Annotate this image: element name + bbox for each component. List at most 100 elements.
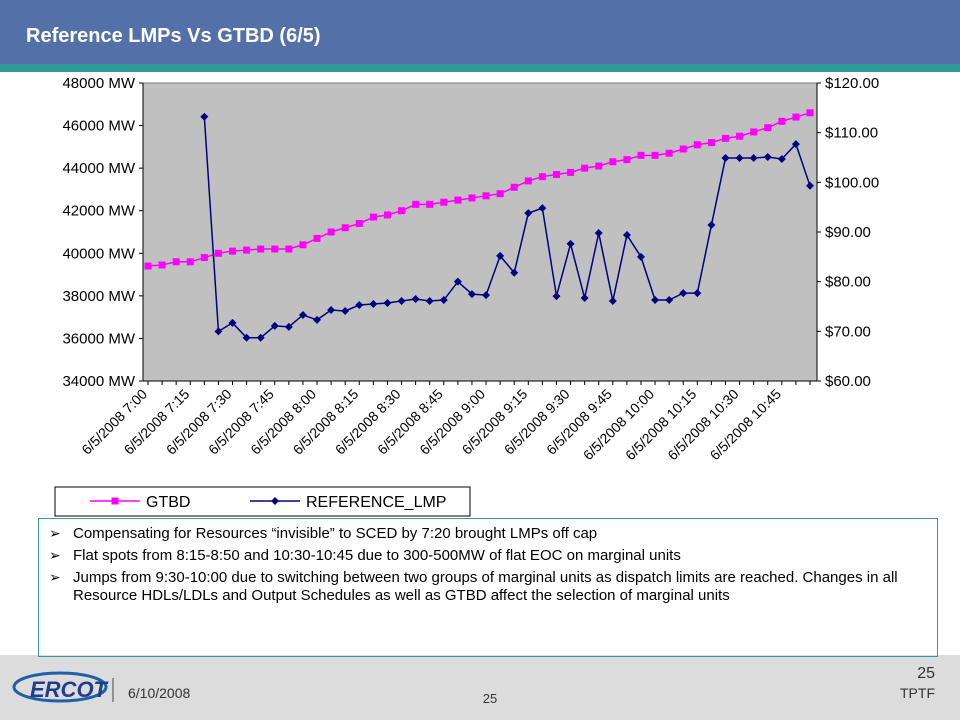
lmp-point — [397, 297, 406, 306]
lmp-point — [242, 333, 251, 342]
gtbd-point — [665, 149, 673, 157]
gtbd-point — [243, 246, 251, 254]
gtbd-point — [524, 177, 532, 185]
footer-page: 25 — [917, 665, 935, 682]
lmp-point — [636, 252, 645, 261]
gtbd-point — [806, 109, 814, 117]
y-tick-label: 34000 MW — [62, 373, 135, 390]
gtbd-point — [383, 211, 391, 219]
note: Compensating for Resources “invisible” t… — [49, 525, 929, 543]
gtbd-point — [313, 234, 321, 242]
gtbd-point — [172, 258, 180, 266]
gtbd-point — [778, 117, 786, 125]
y-tick-label: 46000 MW — [62, 118, 135, 135]
lmp-point — [510, 268, 519, 277]
lmp-point — [327, 305, 336, 314]
legend-label: REFERENCE_LMP — [306, 494, 446, 511]
lmp-point — [622, 230, 631, 239]
gtbd-point — [792, 113, 800, 121]
lmp-point — [298, 310, 307, 319]
lmp-point — [439, 296, 448, 305]
gtbd-point — [581, 164, 589, 172]
lmp-point — [256, 333, 265, 342]
y-tick-label: 40000 MW — [62, 245, 135, 262]
header-band — [0, 0, 960, 64]
lmp-point — [552, 292, 561, 301]
gtbd-point — [764, 124, 772, 132]
y2-tick-label: $60.00 — [825, 373, 871, 390]
y-tick-label: 42000 MW — [62, 203, 135, 220]
gtbd-point — [552, 171, 560, 179]
lmp-point — [594, 228, 603, 237]
y-tick-label: 44000 MW — [62, 160, 135, 177]
gtbd-point — [355, 219, 363, 227]
lmp-point — [383, 299, 392, 308]
lmp-point — [496, 251, 505, 260]
legend-marker — [111, 497, 119, 505]
gtbd-point — [299, 241, 307, 249]
y-tick-label: 38000 MW — [62, 288, 135, 305]
lmp-point — [608, 297, 617, 306]
y2-tick-label: $110.00 — [825, 125, 878, 142]
y2-tick-label: $70.00 — [825, 323, 871, 340]
logo-swoosh — [12, 671, 108, 703]
lmp-point — [411, 295, 420, 304]
gtbd-point — [454, 196, 462, 204]
gtbd-point — [567, 168, 575, 176]
notes-list: Compensating for Resources “invisible” t… — [47, 525, 929, 605]
note: Jumps from 9:30-10:00 due to switching b… — [49, 569, 929, 605]
chart: 34000 MW 36000 MW 38000 MW 40000 MW 42000 MW… — [62, 75, 879, 463]
plot-area — [142, 82, 818, 382]
lmp-point — [200, 112, 209, 121]
gtbd-point — [257, 245, 265, 253]
gtbd-point — [496, 190, 504, 198]
gtbd-point — [538, 173, 546, 181]
gtbd-point — [341, 224, 349, 232]
note: Flat spots from 8:15-8:50 and 10:30-10:4… — [49, 547, 929, 565]
y-tick-label: 36000 MW — [62, 330, 135, 347]
slide-title: Reference LMPs Vs GTBD (6/5) — [26, 25, 321, 47]
gtbd-point — [426, 200, 434, 208]
y2-tick-label: $80.00 — [825, 274, 871, 291]
lmp-point — [369, 300, 378, 309]
lmp-point — [721, 153, 730, 162]
gtbd-point — [468, 194, 476, 202]
y2-tick-label: $90.00 — [825, 224, 871, 241]
legend-marker — [271, 497, 279, 505]
gtbd-point — [637, 151, 645, 159]
y-tick-label: 48000 MW — [62, 75, 135, 92]
gtbd-point — [398, 207, 406, 215]
lmp-point — [538, 204, 547, 213]
footer-date: 6/10/2008 — [128, 685, 190, 701]
lmp-point — [707, 221, 716, 230]
gtbd-point — [327, 228, 335, 236]
lmp-point — [341, 306, 350, 315]
gtbd-point — [595, 162, 603, 170]
y2-tick-label: $120.00 — [825, 75, 879, 92]
lmp-point — [482, 291, 491, 300]
gtbd-point — [721, 134, 729, 142]
lmp-point — [313, 315, 322, 324]
notes-box: Compensating for Resources “invisible” t… — [38, 518, 938, 657]
lmp-point — [355, 301, 364, 310]
gtbd-point — [186, 258, 194, 266]
gtbd-point — [510, 183, 518, 191]
legend: GTBD REFERENCE_LMP — [90, 494, 446, 511]
header-rule — [0, 64, 960, 72]
lmp-point — [425, 297, 434, 306]
gtbd-point — [285, 245, 293, 253]
lmp-point — [679, 289, 688, 298]
gtbd-point — [736, 132, 744, 140]
lmp-point — [228, 318, 237, 327]
gtbd-point — [229, 247, 237, 255]
lmp-point — [566, 239, 575, 248]
gtbd-point — [412, 200, 420, 208]
gtbd-point — [609, 158, 617, 166]
gtbd-point — [750, 128, 758, 136]
gtbd-point — [144, 262, 152, 270]
y2-tick-label: $100.00 — [825, 174, 879, 191]
lmp-point — [735, 153, 744, 162]
lmp-point — [467, 290, 476, 299]
gtbd-point — [679, 145, 687, 153]
